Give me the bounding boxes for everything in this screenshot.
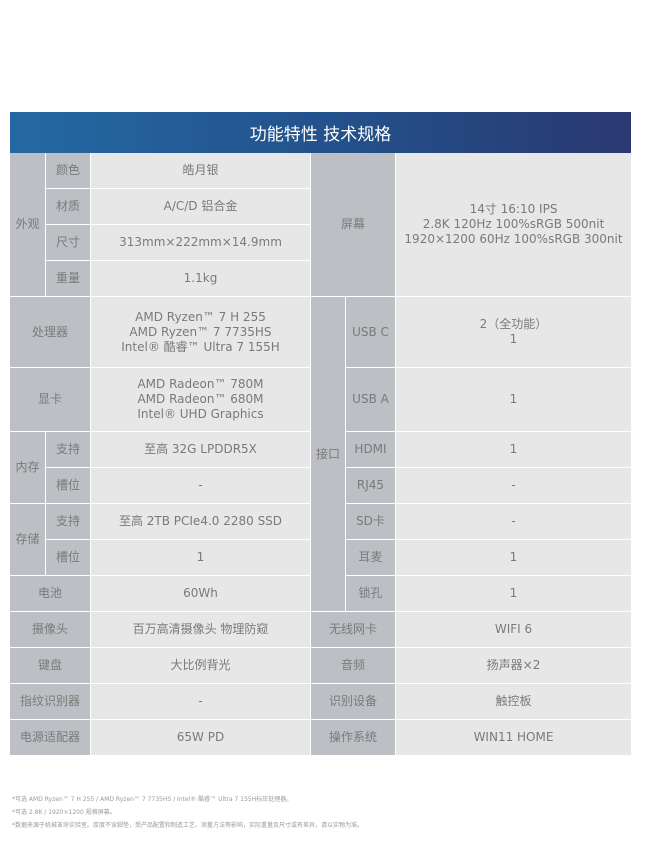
os-value: WIN11 HOME bbox=[396, 720, 631, 755]
fingerprint-label: 指纹识别器 bbox=[10, 684, 90, 719]
battery-value: 60Wh bbox=[91, 576, 310, 611]
hdmi-value: 1 bbox=[396, 432, 631, 467]
mem-support-label: 支持 bbox=[46, 432, 90, 467]
gpu-value: AMD Radeon™ 780M AMD Radeon™ 680M Intel®… bbox=[91, 368, 310, 431]
wifi-label: 无线网卡 bbox=[311, 612, 395, 647]
audio-jack-label: 耳麦 bbox=[346, 540, 395, 575]
footnote: *可选 AMD Ryzen™ 7 H 255 / AMD Ryzen™ 7 77… bbox=[12, 796, 293, 803]
usbc-label: USB C bbox=[346, 297, 395, 367]
lock-label: 锁孔 bbox=[346, 576, 395, 611]
size-label: 尺寸 bbox=[46, 225, 90, 260]
size-value: 313mm×222mm×14.9mm bbox=[91, 225, 310, 260]
color-value: 皓月银 bbox=[91, 153, 310, 188]
rj45-value: - bbox=[396, 468, 631, 503]
mem-support-value: 至高 32G LPDDR5X bbox=[91, 432, 310, 467]
rj45-label: RJ45 bbox=[346, 468, 395, 503]
material-value: A/C/D 铝合金 bbox=[91, 189, 310, 224]
sto-slot-label: 槽位 bbox=[46, 540, 90, 575]
sto-slot-value: 1 bbox=[91, 540, 310, 575]
usbc-value: 2（全功能） 1 bbox=[396, 297, 631, 367]
cpu-value: AMD Ryzen™ 7 H 255 AMD Ryzen™ 7 7735HS I… bbox=[91, 297, 310, 367]
spec-header: 功能特性 技术规格 bbox=[10, 112, 631, 153]
footnote: *数据来源于机械革命实验室。厚度不含脚垫，受产品配置和制造工艺、测量方法等影响，… bbox=[12, 822, 364, 829]
screen-label: 屏幕 bbox=[311, 153, 395, 296]
color-label: 颜色 bbox=[46, 153, 90, 188]
adapter-value: 65W PD bbox=[91, 720, 310, 755]
audio-value: 扬声器×2 bbox=[396, 648, 631, 683]
material-label: 材质 bbox=[46, 189, 90, 224]
wifi-value: WIFI 6 bbox=[396, 612, 631, 647]
recognition-value: 触控板 bbox=[396, 684, 631, 719]
sto-support-label: 支持 bbox=[46, 504, 90, 539]
memory-label: 内存 bbox=[10, 432, 45, 503]
keyboard-value: 大比例背光 bbox=[91, 648, 310, 683]
usba-label: USB A bbox=[346, 368, 395, 431]
audio-jack-value: 1 bbox=[396, 540, 631, 575]
appearance-label: 外观 bbox=[10, 153, 45, 296]
audio-label: 音频 bbox=[311, 648, 395, 683]
gpu-label: 显卡 bbox=[10, 368, 90, 431]
camera-label: 摄像头 bbox=[10, 612, 90, 647]
footnotes: *可选 AMD Ryzen™ 7 H 255 / AMD Ryzen™ 7 77… bbox=[12, 793, 363, 832]
battery-label: 电池 bbox=[10, 576, 90, 611]
hdmi-label: HDMI bbox=[346, 432, 395, 467]
lock-value: 1 bbox=[396, 576, 631, 611]
cpu-label: 处理器 bbox=[10, 297, 90, 367]
weight-value: 1.1kg bbox=[91, 261, 310, 296]
weight-label: 重量 bbox=[46, 261, 90, 296]
mem-slot-value: - bbox=[91, 468, 310, 503]
storage-label: 存储 bbox=[10, 504, 45, 575]
screen-value: 14寸 16:10 IPS 2.8K 120Hz 100%sRGB 500nit… bbox=[396, 153, 631, 296]
adapter-label: 电源适配器 bbox=[10, 720, 90, 755]
fingerprint-value: - bbox=[91, 684, 310, 719]
spec-table: 外观 颜色 皓月银 材质 A/C/D 铝合金 尺寸 313mm×222mm×14… bbox=[10, 153, 631, 755]
mem-slot-label: 槽位 bbox=[46, 468, 90, 503]
camera-value: 百万高清摄像头 物理防窥 bbox=[91, 612, 310, 647]
usba-value: 1 bbox=[396, 368, 631, 431]
sd-label: SD卡 bbox=[346, 504, 395, 539]
sto-support-value: 至高 2TB PCIe4.0 2280 SSD bbox=[91, 504, 310, 539]
ports-label: 接口 bbox=[311, 297, 345, 611]
keyboard-label: 键盘 bbox=[10, 648, 90, 683]
os-label: 操作系统 bbox=[311, 720, 395, 755]
footnote: *可选 2.8K / 1920×1200 规格屏幕。 bbox=[12, 809, 116, 816]
sd-value: - bbox=[396, 504, 631, 539]
recognition-label: 识别设备 bbox=[311, 684, 395, 719]
